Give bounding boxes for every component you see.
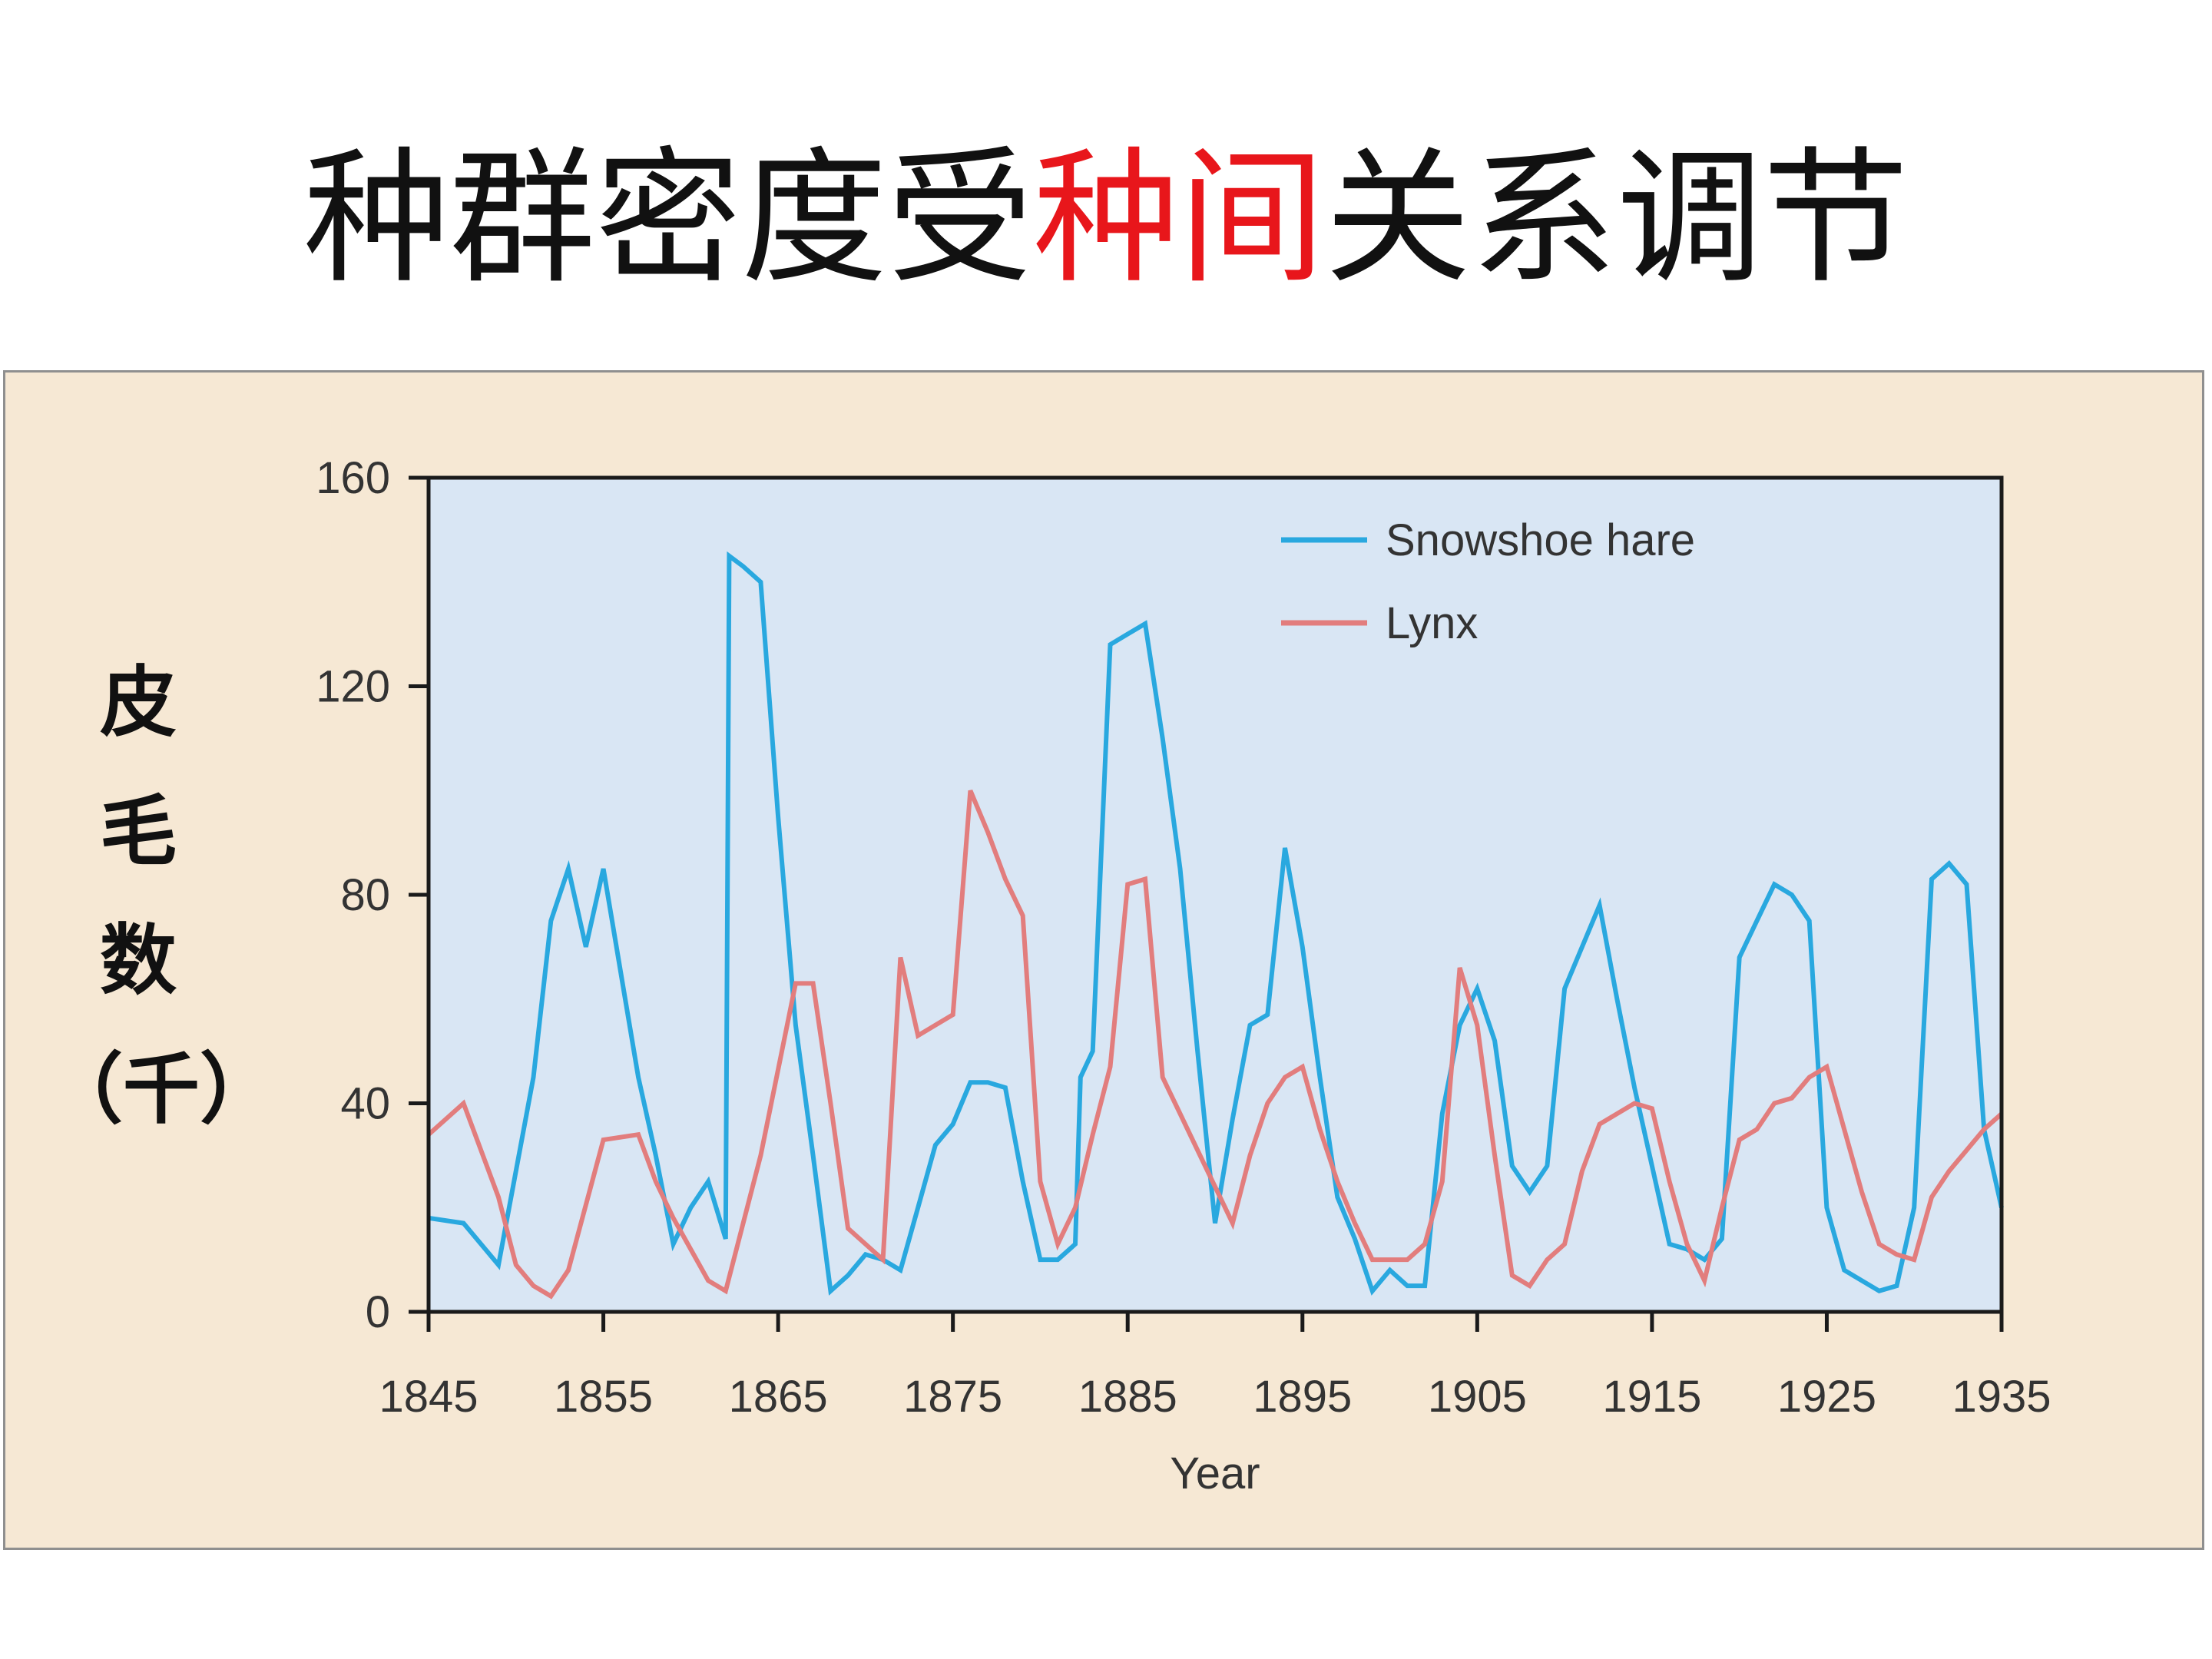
x-tick-label: 1885 — [1078, 1372, 1177, 1422]
y-tick-label: 160 — [316, 453, 390, 503]
y-axis-label-char: 数 — [100, 915, 177, 1005]
series-line-lynx — [426, 790, 2003, 1300]
series-layer — [426, 551, 2004, 1300]
series-line-snowshoe-hare — [428, 551, 2004, 1296]
x-tick-label: 1855 — [554, 1372, 653, 1422]
y-tick-label: 0 — [366, 1287, 390, 1337]
y-tick-label: 80 — [340, 870, 390, 920]
x-tick-label: 1935 — [1952, 1372, 2051, 1422]
y-axis-label-char: 毛 — [100, 786, 177, 876]
x-tick-label: 1915 — [1602, 1372, 1701, 1422]
x-tick-label: 1865 — [729, 1372, 828, 1422]
x-tick-label: 1925 — [1777, 1372, 1876, 1422]
x-tick-label: 1845 — [379, 1372, 478, 1422]
x-tick-label: 1875 — [903, 1372, 1002, 1422]
legend-label: Lynx — [1386, 598, 1478, 648]
legend-label: Snowshoe hare — [1386, 515, 1695, 565]
title-part-1: 种群密度受 — [303, 134, 1033, 303]
title-part-3: 关系调节 — [1325, 134, 1909, 303]
title-highlight: 种间 — [1032, 134, 1325, 303]
legend: Snowshoe hare Lynx — [1281, 515, 1695, 648]
y-tick-label: 40 — [340, 1079, 390, 1129]
x-tick-label: 1895 — [1253, 1372, 1352, 1422]
plot-area — [429, 478, 2002, 1312]
x-axis-title: Year — [1170, 1449, 1260, 1498]
page-title: 种群密度受种间关系调节 — [0, 131, 2212, 307]
axis-layer: 1845 1855 1865 1875 1885 1895 1905 1915 1925 1935… — [316, 453, 2051, 1422]
y-axis-label-char: 皮 — [100, 657, 177, 747]
y-tick-label: 120 — [316, 662, 390, 712]
x-tick-label: 1905 — [1428, 1372, 1527, 1422]
